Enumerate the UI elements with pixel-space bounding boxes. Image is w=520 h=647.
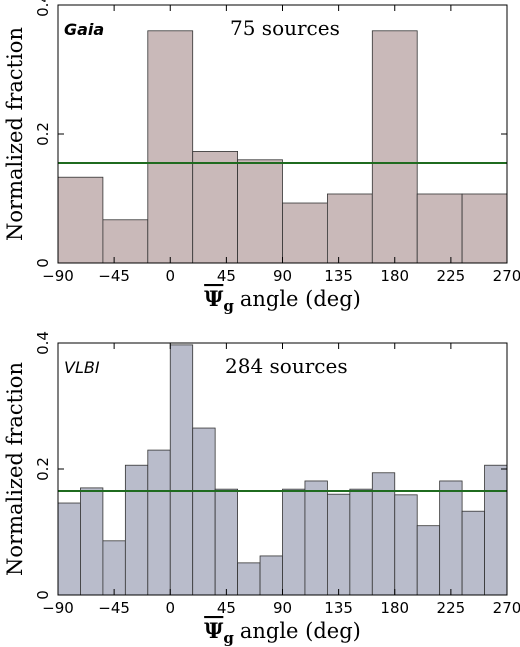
x-axis-label: Ψg angle (deg) — [204, 618, 361, 647]
x-axis-symbol: Ψ — [204, 286, 224, 311]
bar — [282, 202, 328, 264]
x-tick-label: −90 — [42, 599, 74, 617]
bar — [124, 464, 149, 596]
bar — [349, 488, 373, 596]
annotation: 284 sources — [225, 354, 348, 378]
panel-label: Gaia — [64, 20, 104, 39]
x-tick-label: 225 — [437, 599, 466, 617]
x-tick-label: 135 — [324, 267, 353, 285]
bar — [461, 193, 508, 264]
bar — [192, 151, 238, 264]
bar — [304, 480, 328, 596]
x-tick-label: 0 — [165, 599, 175, 617]
bar — [102, 540, 126, 596]
y-axis-label: Normalized fraction — [3, 27, 27, 241]
x-tick-label: 225 — [437, 267, 466, 285]
bar — [484, 464, 508, 596]
panel-label: VLBI — [64, 358, 100, 377]
bar — [461, 510, 485, 596]
bar — [439, 480, 463, 596]
x-axis-text: angle (deg) — [240, 287, 361, 311]
bar — [169, 344, 194, 596]
bar — [371, 30, 418, 264]
bar — [192, 427, 216, 596]
y-axis-label: Normalized fraction — [3, 362, 27, 576]
x-axis-text: angle (deg) — [240, 619, 361, 643]
x-axis-label: Ψg angle (deg) — [204, 286, 361, 315]
y-tick-label: 0 — [34, 258, 52, 268]
x-axis-subscript: g — [223, 297, 234, 315]
x-tick-label: 0 — [165, 267, 175, 285]
x-tick-label: 90 — [273, 599, 292, 617]
x-tick-label: 180 — [380, 267, 409, 285]
bar — [326, 493, 351, 596]
bar — [102, 219, 149, 264]
bar — [237, 159, 283, 264]
bar — [416, 525, 441, 596]
bar — [259, 555, 283, 596]
y-tick-label: 0 — [34, 590, 52, 600]
annotation: 75 sources — [230, 16, 340, 40]
x-tick-label: −90 — [42, 267, 74, 285]
x-tick-label: 45 — [217, 599, 236, 617]
bar — [57, 176, 104, 264]
x-tick-label: 270 — [493, 599, 520, 617]
bar — [80, 487, 104, 596]
x-tick-label: 180 — [380, 599, 409, 617]
y-tick-label: 0.4 — [34, 0, 52, 17]
y-tick-label: 0.4 — [34, 331, 52, 355]
bar — [237, 562, 261, 596]
x-tick-label: 135 — [324, 599, 353, 617]
y-tick-label: 0.2 — [34, 122, 52, 146]
x-tick-label: −45 — [98, 599, 130, 617]
bar — [57, 502, 81, 596]
bar — [147, 449, 171, 596]
bar — [282, 488, 306, 596]
x-tick-label: 90 — [273, 267, 292, 285]
x-tick-label: −45 — [98, 267, 130, 285]
x-axis-symbol: Ψ — [204, 618, 224, 643]
y-tick-label: 0.2 — [34, 457, 52, 481]
x-tick-label: 45 — [217, 267, 236, 285]
bar — [147, 30, 194, 264]
bar — [214, 488, 238, 596]
x-axis-subscript: g — [223, 629, 234, 647]
bar — [416, 193, 463, 264]
bar — [326, 193, 373, 264]
x-tick-label: 270 — [493, 267, 520, 285]
bar — [394, 494, 418, 596]
